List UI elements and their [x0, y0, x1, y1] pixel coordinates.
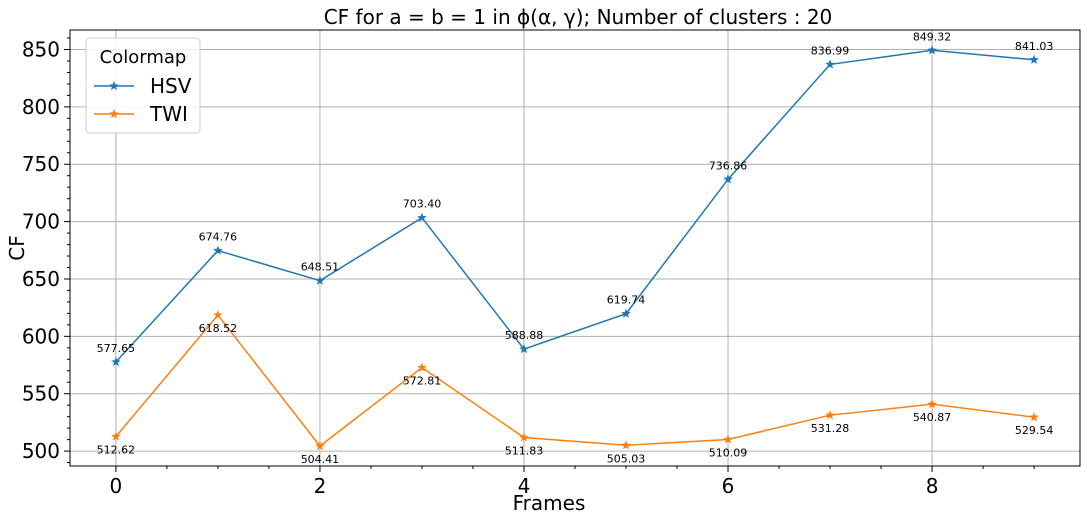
- x-tick-label: 2: [314, 474, 327, 498]
- plot-frame: [69, 29, 1081, 467]
- series-line: [115, 49, 1035, 363]
- legend-box: [85, 37, 201, 134]
- data-label: 736.86: [709, 159, 748, 172]
- data-point: [825, 410, 835, 420]
- x-tick-label: 0: [110, 474, 123, 498]
- axis-ticks: 500 550 600 650 700 750 800 850 0 2 4 6 8: [22, 38, 1035, 498]
- data-point: [111, 356, 121, 367]
- data-label: 504.41: [301, 453, 340, 466]
- data-label: 510.09: [709, 447, 748, 460]
- y-tick-label: 650: [22, 267, 60, 291]
- legend-marker: [109, 80, 119, 91]
- x-tick-label: 4: [518, 474, 531, 498]
- data-label: 619.74: [607, 294, 646, 307]
- data-point: [1029, 54, 1039, 64]
- legend-label: TWI: [149, 102, 188, 126]
- data-point: [417, 362, 427, 372]
- data-label: 540.87: [913, 411, 952, 424]
- y-tick-label: 550: [22, 382, 60, 406]
- data-label: 703.40: [403, 198, 442, 211]
- legend-title: Colormap: [100, 47, 187, 68]
- x-tick-label: 6: [722, 474, 735, 498]
- grid: [70, 30, 1080, 466]
- data-point: [519, 344, 529, 354]
- legend: Colormap HSV TWI: [85, 37, 201, 134]
- data-point: [621, 440, 631, 450]
- series-layer: 577.65 674.76 648.51 703.40 588.88 619.74 736.…: [97, 30, 1054, 466]
- data-label: 531.28: [811, 422, 850, 435]
- data-label: 836.99: [811, 44, 850, 57]
- y-tick-label: 850: [22, 38, 60, 62]
- y-tick-label: 800: [22, 95, 60, 119]
- series-twi: 512.62 618.52 504.41 572.81 511.83 505.03 510.…: [97, 310, 1054, 466]
- data-point: [417, 212, 427, 222]
- data-point: [723, 174, 733, 184]
- legend-label: HSV: [150, 74, 192, 98]
- y-axis-label: CF: [5, 235, 29, 260]
- data-label: 505.03: [607, 452, 646, 465]
- legend-entries: HSV TWI: [94, 74, 192, 126]
- data-label: 849.32: [913, 30, 952, 43]
- data-label: 648.51: [301, 261, 340, 274]
- y-tick-label: 700: [22, 210, 60, 234]
- data-point: [927, 45, 937, 55]
- data-point: [927, 399, 937, 409]
- y-tick-label: 600: [22, 324, 60, 348]
- series-line: [115, 313, 1035, 448]
- data-point: [213, 245, 223, 255]
- data-point: [621, 308, 631, 318]
- y-tick-label: 500: [22, 439, 60, 463]
- data-label: 841.03: [1015, 40, 1054, 53]
- data-point: [519, 432, 529, 442]
- data-label: 577.65: [97, 342, 136, 355]
- data-label: 674.76: [199, 231, 238, 244]
- x-tick-label: 8: [926, 474, 939, 498]
- data-point: [825, 59, 835, 69]
- series-hsv: 577.65 674.76 648.51 703.40 588.88 619.74 736.…: [97, 30, 1054, 367]
- data-label: 511.83: [505, 445, 544, 458]
- legend-marker: [109, 108, 119, 119]
- data-point: [1029, 412, 1039, 422]
- data-label: 512.62: [97, 444, 136, 457]
- data-point: [111, 431, 121, 441]
- data-label: 572.81: [403, 375, 442, 388]
- data-point: [723, 434, 733, 444]
- data-point: [315, 275, 325, 285]
- data-point: [315, 440, 325, 451]
- x-axis-label: Frames: [513, 491, 586, 515]
- data-point: [213, 310, 223, 320]
- chart-title: CF for a = b = 1 in ϕ(α, γ); Number of c…: [324, 5, 833, 29]
- data-label: 618.52: [199, 322, 238, 335]
- y-tick-label: 750: [22, 152, 60, 176]
- data-label: 588.88: [505, 329, 544, 342]
- data-label: 529.54: [1015, 424, 1054, 437]
